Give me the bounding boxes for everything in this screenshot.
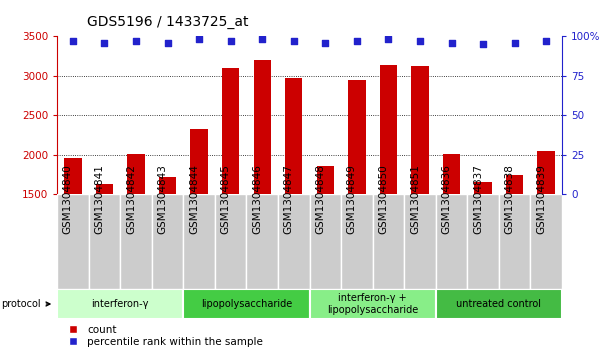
Text: GSM1304840: GSM1304840 <box>63 164 73 234</box>
FancyBboxPatch shape <box>89 194 120 289</box>
FancyBboxPatch shape <box>246 194 278 289</box>
FancyBboxPatch shape <box>57 194 89 289</box>
Bar <box>285 78 302 194</box>
Bar <box>254 60 271 194</box>
FancyBboxPatch shape <box>183 289 310 319</box>
Bar <box>191 130 208 194</box>
Point <box>352 38 362 44</box>
Bar <box>127 154 145 194</box>
FancyBboxPatch shape <box>278 194 310 289</box>
FancyBboxPatch shape <box>341 194 373 289</box>
Text: GSM1304836: GSM1304836 <box>442 164 451 234</box>
FancyBboxPatch shape <box>404 194 436 289</box>
Bar <box>64 158 82 194</box>
Bar <box>380 65 397 194</box>
Text: GSM1304849: GSM1304849 <box>347 164 357 234</box>
Point <box>383 37 393 42</box>
Text: GSM1304851: GSM1304851 <box>410 164 420 234</box>
Text: GSM1304841: GSM1304841 <box>94 164 105 234</box>
Point <box>320 40 330 45</box>
Point <box>257 37 267 42</box>
Bar <box>474 182 492 194</box>
Text: interferon-γ: interferon-γ <box>91 299 149 309</box>
Point <box>226 38 236 44</box>
Point <box>100 40 109 45</box>
Point <box>163 40 172 45</box>
Text: GSM1304844: GSM1304844 <box>189 164 199 234</box>
Text: protocol: protocol <box>1 299 50 309</box>
FancyBboxPatch shape <box>468 194 499 289</box>
Text: GSM1304842: GSM1304842 <box>126 164 136 234</box>
Point <box>194 37 204 42</box>
Text: GSM1304846: GSM1304846 <box>252 164 262 234</box>
Text: GSM1304847: GSM1304847 <box>284 164 294 234</box>
Bar <box>443 154 460 194</box>
FancyBboxPatch shape <box>57 289 183 319</box>
Text: GSM1304850: GSM1304850 <box>379 164 388 234</box>
FancyBboxPatch shape <box>215 194 246 289</box>
FancyBboxPatch shape <box>310 289 436 319</box>
FancyBboxPatch shape <box>120 194 151 289</box>
Text: GSM1304848: GSM1304848 <box>316 164 325 234</box>
Point <box>478 41 488 47</box>
Bar <box>411 66 429 194</box>
Point <box>447 40 456 45</box>
Text: lipopolysaccharide: lipopolysaccharide <box>201 299 292 309</box>
FancyBboxPatch shape <box>373 194 404 289</box>
FancyBboxPatch shape <box>310 194 341 289</box>
FancyBboxPatch shape <box>499 194 531 289</box>
Bar <box>317 166 334 194</box>
Bar <box>96 184 113 194</box>
Bar <box>348 80 365 194</box>
FancyBboxPatch shape <box>151 194 183 289</box>
Bar <box>222 68 239 194</box>
FancyBboxPatch shape <box>531 194 562 289</box>
Text: untreated control: untreated control <box>456 299 542 309</box>
Text: GSM1304843: GSM1304843 <box>157 164 168 234</box>
FancyBboxPatch shape <box>436 194 468 289</box>
Text: GSM1304839: GSM1304839 <box>536 164 546 234</box>
Point <box>415 38 425 44</box>
Text: interferon-γ +
lipopolysaccharide: interferon-γ + lipopolysaccharide <box>327 293 418 315</box>
Text: GSM1304845: GSM1304845 <box>221 164 231 234</box>
Bar <box>537 151 555 194</box>
Text: GSM1304837: GSM1304837 <box>473 164 483 234</box>
Bar <box>159 177 176 194</box>
Legend: count, percentile rank within the sample: count, percentile rank within the sample <box>63 325 263 347</box>
Point <box>68 38 78 44</box>
Bar <box>506 175 523 194</box>
Point <box>510 40 519 45</box>
FancyBboxPatch shape <box>436 289 562 319</box>
Point <box>289 38 299 44</box>
Point <box>542 38 551 44</box>
FancyBboxPatch shape <box>183 194 215 289</box>
Text: GSM1304838: GSM1304838 <box>505 164 514 234</box>
Text: GDS5196 / 1433725_at: GDS5196 / 1433725_at <box>87 15 249 29</box>
Point <box>131 38 141 44</box>
